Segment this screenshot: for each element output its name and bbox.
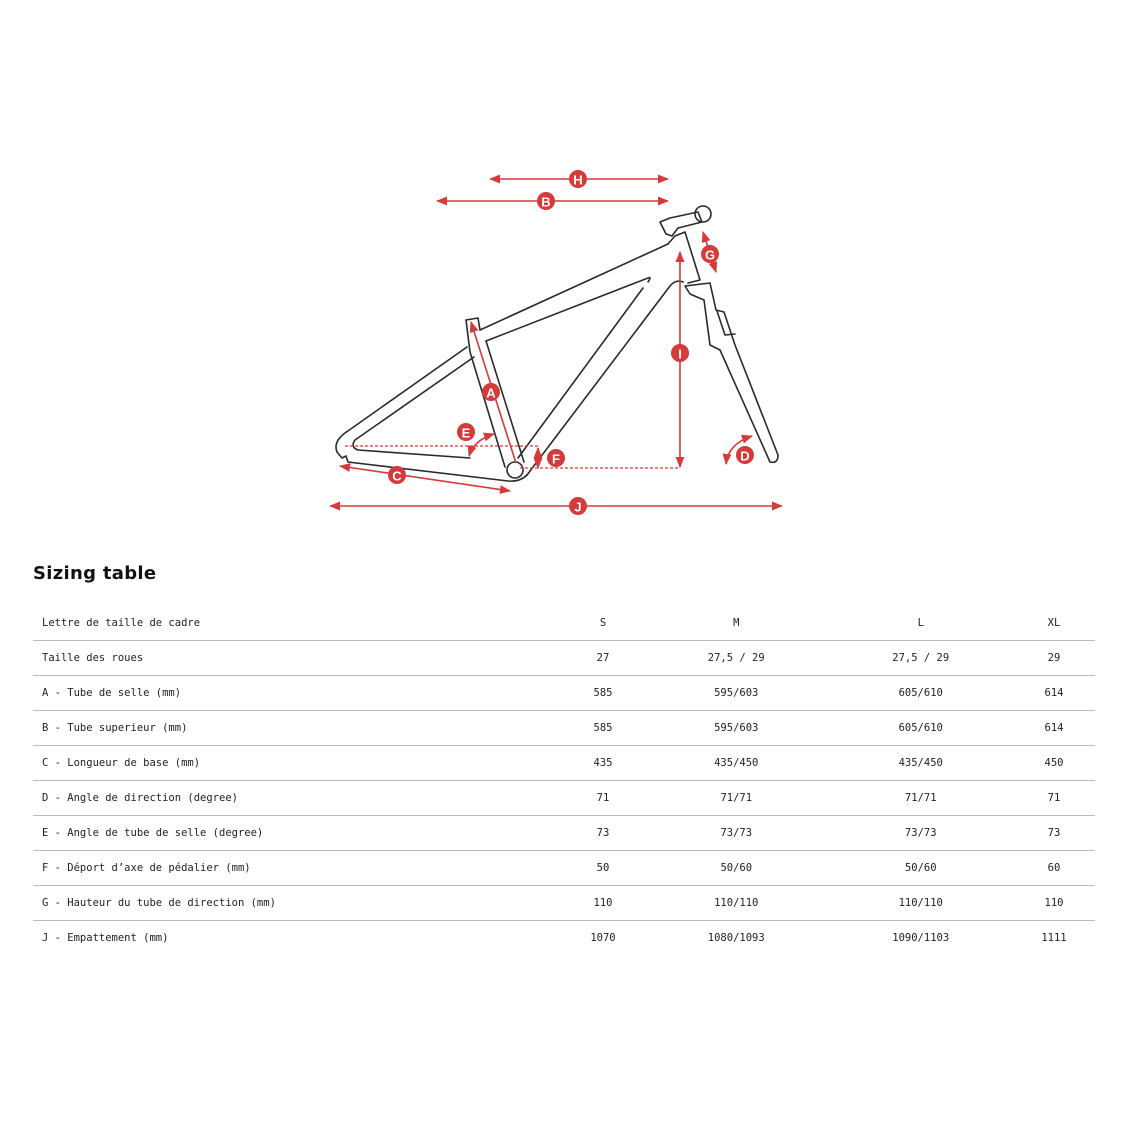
- size-value: 73/73: [644, 815, 829, 851]
- size-value: XL: [1012, 606, 1095, 641]
- label-g: G: [701, 245, 719, 263]
- svg-text:C: C: [392, 469, 402, 484]
- size-value: 50: [562, 850, 644, 886]
- size-value: 71: [1012, 780, 1095, 816]
- table-row: F - Déport d’axe de pédalier (mm) 50 50/60…: [33, 850, 1095, 886]
- svg-text:E: E: [462, 426, 471, 441]
- bike-frame: [335, 205, 779, 482]
- table-row: D - Angle de direction (degree) 71 71/71 71…: [33, 780, 1095, 816]
- svg-text:H: H: [573, 173, 582, 188]
- table-row: J - Empattement (mm) 1070 1080/1093 1090/11…: [33, 921, 1095, 956]
- size-value: 50/60: [828, 850, 1013, 886]
- size-value: 595/603: [644, 675, 829, 711]
- size-value: 1090/1103: [892, 932, 950, 944]
- svg-text:J: J: [574, 500, 581, 515]
- svg-text:D: D: [740, 449, 749, 464]
- row-label: A - Tube de selle (mm): [33, 675, 562, 711]
- row-label: D - Angle de direction (degree): [33, 780, 562, 816]
- size-value: 71/71: [644, 780, 829, 816]
- size-value: 605/610: [828, 710, 1013, 746]
- size-value: M: [644, 606, 829, 641]
- size-value: 110/110: [828, 885, 1013, 921]
- table-row: E - Angle de tube de selle (degree) 73 73/…: [33, 815, 1095, 851]
- label-c: C: [388, 466, 406, 484]
- size-value: 614: [1012, 675, 1095, 711]
- size-value: 614: [1012, 710, 1095, 746]
- label-d: D: [736, 446, 754, 464]
- size-value: 585: [562, 710, 644, 746]
- size-value: 27: [562, 640, 644, 676]
- svg-text:B: B: [541, 195, 550, 210]
- size-value: 50/60: [644, 850, 829, 886]
- size-value: 435: [562, 745, 644, 781]
- size-value: 595/603: [644, 710, 829, 746]
- row-label: G - Hauteur du tube de direction (mm): [33, 885, 562, 921]
- svg-text:G: G: [705, 248, 715, 263]
- row-label: B - Tube superieur (mm): [33, 710, 562, 746]
- size-value: 450: [1012, 745, 1095, 781]
- svg-text:A: A: [486, 386, 496, 401]
- size-value: 71/71: [828, 780, 1013, 816]
- size-value: 29: [1012, 640, 1095, 676]
- size-value: 605/610: [828, 675, 1013, 711]
- table-header-row: Lettre de taille de cadre S M L XL: [33, 606, 1095, 641]
- row-label: E - Angle de tube de selle (degree): [33, 815, 562, 851]
- size-value: L: [828, 606, 1013, 641]
- row-label: J - Empattement (mm): [42, 932, 169, 944]
- label-b: B: [537, 192, 555, 210]
- label-j: J: [569, 497, 587, 515]
- size-value: 27,5 / 29: [644, 640, 829, 676]
- label-h: H: [569, 170, 587, 188]
- size-value: 1070: [590, 932, 616, 944]
- size-value: 27,5 / 29: [828, 640, 1013, 676]
- size-value: 73/73: [828, 815, 1013, 851]
- table-row: A - Tube de selle (mm) 585 595/603 605/610 6…: [33, 675, 1095, 711]
- row-label: C - Longueur de base (mm): [33, 745, 562, 781]
- label-a: A: [482, 383, 500, 401]
- size-value: 1080/1093: [707, 932, 765, 944]
- label-f: F: [547, 449, 565, 467]
- size-value: 60: [1012, 850, 1095, 886]
- svg-text:F: F: [552, 452, 560, 467]
- section-title: Sizing table: [33, 563, 157, 584]
- size-value: S: [562, 606, 644, 641]
- size-value: 110/110: [644, 885, 829, 921]
- bike-geometry-diagram: H B G I A E F C D J: [328, 170, 784, 515]
- table-row: Taille des roues 27 27,5 / 29 27,5 / 29 29: [33, 640, 1095, 676]
- size-value: 71: [562, 780, 644, 816]
- size-value: 110: [562, 885, 644, 921]
- svg-text:I: I: [678, 347, 682, 362]
- size-value: 585: [562, 675, 644, 711]
- table-row: B - Tube superieur (mm) 585 595/603 605/610…: [33, 710, 1095, 746]
- label-i: I: [671, 344, 689, 362]
- row-label: Taille des roues: [33, 640, 562, 676]
- size-value: 435/450: [828, 745, 1013, 781]
- row-label: F - Déport d’axe de pédalier (mm): [33, 850, 562, 886]
- table-row: G - Hauteur du tube de direction (mm) 110…: [33, 885, 1095, 921]
- size-value: 435/450: [644, 745, 829, 781]
- size-value: 1111: [1041, 932, 1067, 944]
- size-value: 73: [1012, 815, 1095, 851]
- size-value: 73: [562, 815, 644, 851]
- sizing-table: Lettre de taille de cadre S M L XL Taille des…: [33, 606, 1095, 955]
- size-value: 110: [1012, 885, 1095, 921]
- table-row: C - Longueur de base (mm) 435 435/450 435/4…: [33, 745, 1095, 781]
- row-label: Lettre de taille de cadre: [33, 606, 562, 641]
- label-e: E: [457, 423, 475, 441]
